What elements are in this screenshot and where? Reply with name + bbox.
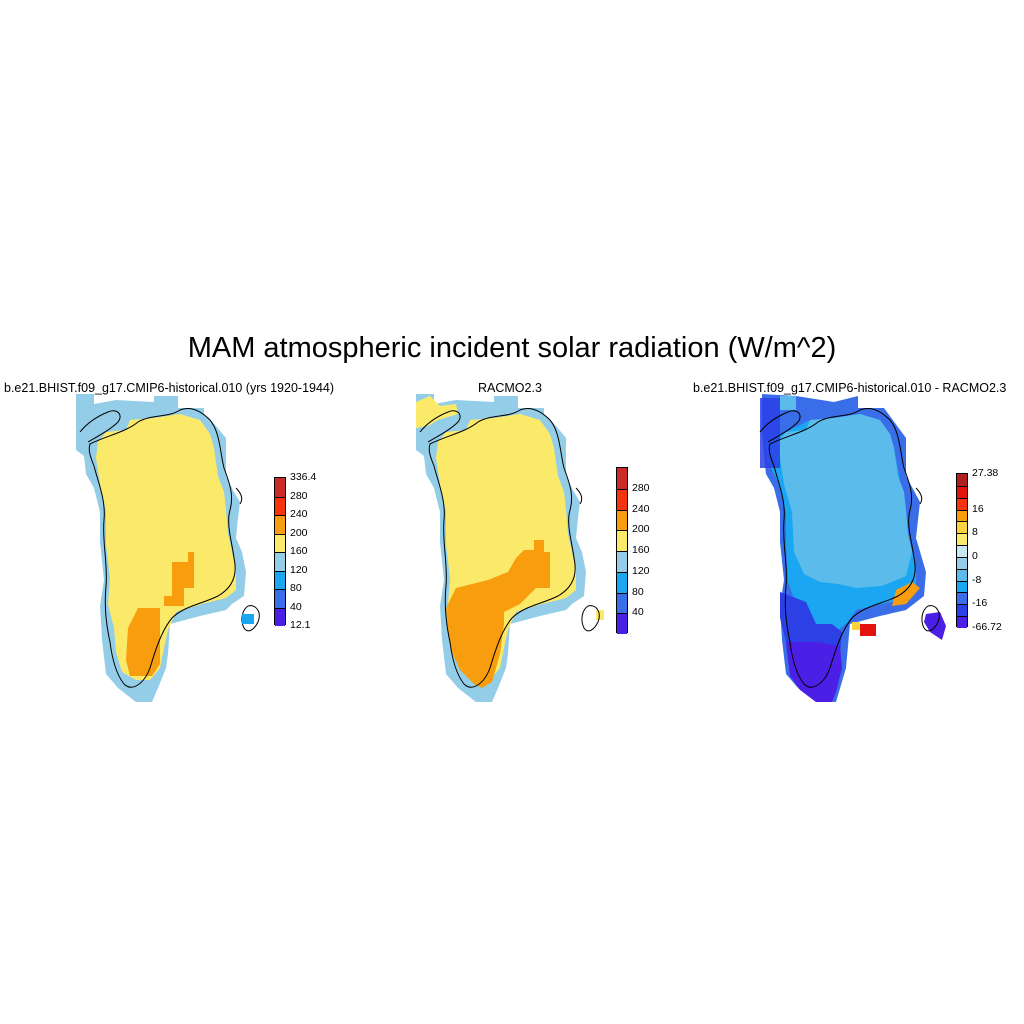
colorbar-swatch <box>957 592 967 605</box>
colorbar-swatch <box>617 592 627 614</box>
island-cell <box>242 614 254 624</box>
figure-title: MAM atmospheric incident solar radiation… <box>187 332 837 364</box>
colorbar-tick-label: 12.1 <box>290 619 311 631</box>
colorbar-swatch <box>617 509 627 531</box>
colorbar-swatch <box>957 533 967 546</box>
colorbar-swatch <box>957 545 967 557</box>
panel-title-racmo: RACMO2.3 <box>478 381 542 395</box>
colorbar-box <box>274 477 286 626</box>
colorbar-swatch <box>275 478 285 497</box>
colorbar-swatch <box>617 551 627 572</box>
colorbar-tick-label: -16 <box>972 597 988 610</box>
colorbar-swatch <box>275 496 285 515</box>
colorbar-tick-label: 200 <box>290 526 308 539</box>
colorbar-tick-label: 0 <box>972 549 978 562</box>
colorbar-box <box>956 473 968 628</box>
colorbar-swatch <box>957 521 967 534</box>
colorbar-swatch <box>957 604 967 617</box>
colorbar-tick-label: 80 <box>632 585 644 598</box>
colorbar-tick-label: 27.38 <box>972 467 999 479</box>
map-coastline <box>419 407 600 688</box>
colorbar-swatch <box>275 589 285 608</box>
map-coastline <box>759 407 940 688</box>
colorbar-swatch <box>617 530 627 551</box>
colorbar-tick-label: 336.4 <box>290 471 317 483</box>
colorbar-tick-label: 240 <box>632 502 650 515</box>
colorbar-tick-label: 280 <box>290 489 308 502</box>
map-model <box>76 394 260 702</box>
colorbar-tick-label: 80 <box>290 582 302 594</box>
colorbar-swatch <box>617 571 627 593</box>
map-shading <box>416 394 604 702</box>
colorbar-tick-label: 200 <box>632 523 650 536</box>
colorbar-swatch <box>957 556 967 569</box>
map-shading <box>76 394 246 702</box>
colorbar-swatch <box>275 552 285 571</box>
colorbar-swatch <box>275 570 285 589</box>
map-racmo <box>416 394 604 702</box>
colorbar-tick-label: 40 <box>290 600 302 613</box>
colorbar-swatch <box>617 488 627 510</box>
colorbar-tick-label: 8 <box>972 526 978 539</box>
colorbar-tick-label: -8 <box>972 573 982 586</box>
colorbar-tick-label: 16 <box>972 502 984 515</box>
colorbar-swatch <box>275 515 285 534</box>
panel-title-model: b.e21.BHIST.f09_g17.CMIP6-historical.010… <box>4 381 335 395</box>
colorbar-tick-label: 280 <box>632 481 650 494</box>
colorbar-box <box>616 467 628 634</box>
colorbar-tick-label: 120 <box>290 563 308 576</box>
colorbar-swatch <box>957 580 967 593</box>
colorbar-swatch <box>275 607 285 626</box>
colorbar-swatch <box>957 568 967 581</box>
panel-title-difference: b.e21.BHIST.f09_g17.CMIP6-historical.010… <box>693 381 1007 395</box>
colorbar-swatch <box>957 616 967 628</box>
colorbar-swatch <box>957 474 967 486</box>
colorbar-tick-label: 160 <box>290 545 308 557</box>
map-difference <box>759 394 946 702</box>
colorbar-swatch <box>957 509 967 522</box>
colorbar-tick-label: 160 <box>632 544 650 556</box>
colorbar-swatch <box>275 533 285 552</box>
colorbar-swatch <box>957 485 967 498</box>
colorbar-tick-label: -66.72 <box>972 621 1002 633</box>
colorbar-swatch <box>957 497 967 510</box>
colorbar-swatch <box>617 613 627 634</box>
colorbar-tick-label: 40 <box>632 606 644 619</box>
colorbar-swatch <box>617 468 627 489</box>
colorbar-tick-label: 120 <box>632 564 650 577</box>
colorbar-tick-label: 240 <box>290 508 308 520</box>
map-shading <box>760 394 946 702</box>
